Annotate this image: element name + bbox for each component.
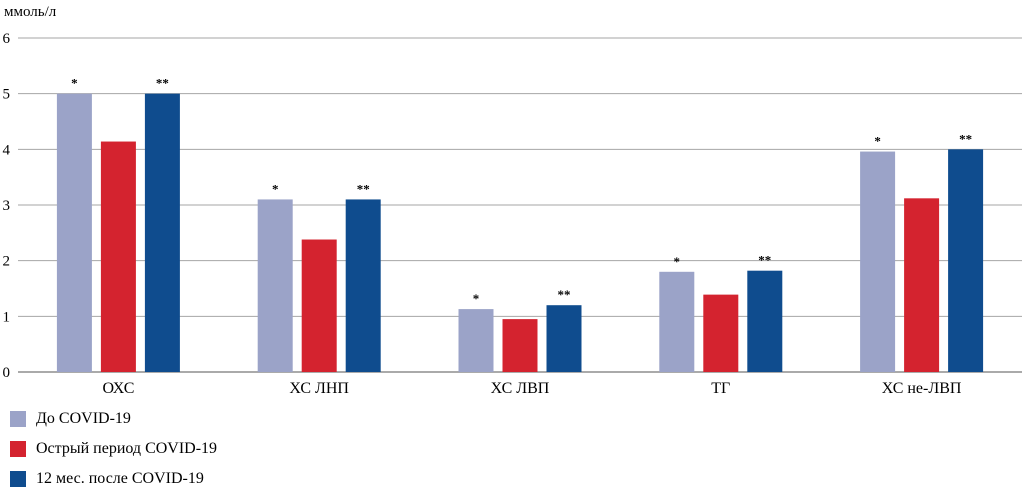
legend-item: До COVID-19 [10,404,217,434]
significance-marker: * [71,76,78,91]
gridlines [18,37,1022,373]
bar [257,199,293,372]
significance-marker: ** [156,76,169,91]
bar [502,319,538,372]
x-tick-label: ХС ЛНП [289,380,349,397]
y-tick-label: 0 [3,365,11,381]
y-tick-label: 5 [3,87,11,103]
y-tick-labels: 0 1 2 3 4 5 6 [3,31,11,381]
significance-marker: * [272,181,279,196]
significance-marker: ** [357,181,370,196]
bars [56,93,984,373]
bar [100,141,136,372]
legend: До COVID-19 Острый период COVID-19 12 ме… [10,404,217,494]
bar [703,294,739,372]
legend-label: 12 мес. после COVID-19 [36,470,204,487]
legend-swatch [10,471,26,487]
legend-label: Острый период COVID-19 [36,440,218,457]
x-tick-labels: ОХС ХС ЛНП ХС ЛВП ТГ ХС не-ЛВП [102,380,961,397]
bar [747,270,783,372]
bar [345,199,381,372]
significance-marker: * [674,254,681,269]
significance-marker: * [874,134,881,149]
bar [301,239,337,372]
y-tick-label: 3 [3,198,11,214]
bar [904,198,940,372]
bar [144,93,180,373]
bar [948,149,984,372]
legend-item: 12 мес. после COVID-19 [10,464,217,494]
significance-marker: * [473,291,480,306]
bar [546,305,582,372]
x-tick-label: ОХС [102,380,134,397]
bar [659,271,695,372]
significance-marker: ** [558,287,571,302]
legend-label: До COVID-19 [36,410,131,427]
legend-swatch [10,441,26,457]
x-tick-label: ХС ЛВП [491,380,550,397]
y-tick-label: 2 [3,254,11,270]
bar [860,151,896,372]
y-tick-label: 1 [3,309,11,325]
significance-markers: * *** *** *** *** ** [71,76,972,306]
y-tick-label: 6 [3,31,11,47]
legend-swatch [10,411,26,427]
x-tick-label: ХС не-ЛВП [882,380,962,397]
x-tick-label: ТГ [711,380,730,397]
legend-item: Острый период COVID-19 [10,434,217,464]
y-tick-label: 4 [3,142,11,158]
significance-marker: ** [959,131,972,146]
y-axis-label: ммоль/л [4,4,57,20]
significance-marker: ** [758,253,771,268]
bar [56,93,92,373]
bar [458,309,494,372]
